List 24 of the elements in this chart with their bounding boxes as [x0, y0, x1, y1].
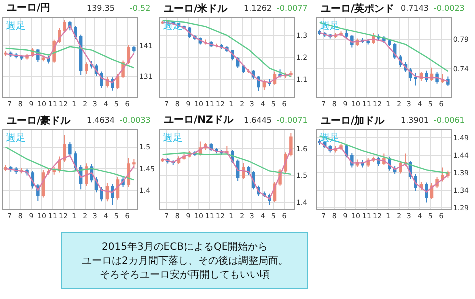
- text: 139.35: [87, 4, 115, 13]
- text: 1.3901: [401, 116, 429, 125]
- text: 2015年3月のECBによるQE開始から: [102, 241, 268, 253]
- chart-title: ユーロ/円: [7, 3, 51, 14]
- chart-title: ユーロ/英ポンド: [321, 3, 395, 15]
- text: -0.0061: [434, 116, 465, 125]
- chart-title: ユーロ/加ドル: [321, 115, 386, 127]
- text: 1.6445: [244, 116, 272, 125]
- annotation: 週足: [6, 21, 26, 32]
- text: -0.0033: [120, 116, 151, 125]
- text: -0.0023: [434, 4, 465, 13]
- text: 0.7143: [401, 4, 429, 13]
- text: 1.1262: [244, 4, 272, 13]
- annotation: 週足: [6, 133, 26, 144]
- chart-title: ユーロ/豪ドル: [7, 115, 72, 127]
- text: ユーロは2カ月間下落し、その後は調整局面。: [82, 255, 288, 267]
- text: -0.0071: [277, 116, 308, 125]
- text: そろそろユーロ安が再開してもいい頃: [100, 269, 270, 281]
- text: -0.52: [130, 4, 151, 13]
- chart-title: ユーロ/NZドル: [164, 115, 234, 126]
- text: -0.0077: [277, 4, 308, 13]
- text: 1.4634: [87, 116, 115, 125]
- annotation: 週足: [163, 133, 183, 144]
- chart-title: ユーロ/米ドル: [164, 3, 229, 15]
